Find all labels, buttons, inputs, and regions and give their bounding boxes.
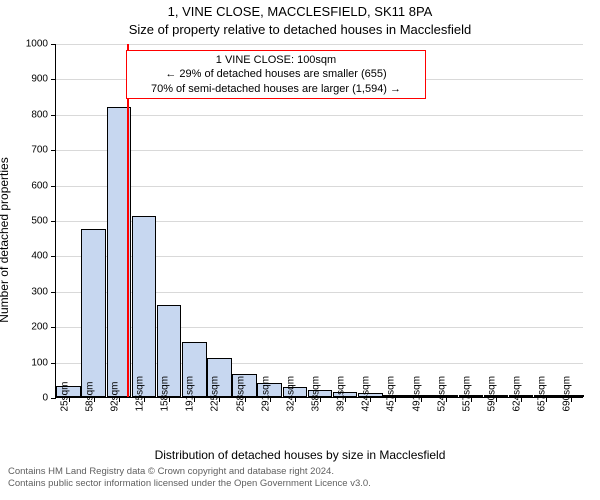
title-subtitle: Size of property relative to detached ho… [0, 22, 600, 37]
ytick-mark [51, 327, 56, 328]
ytick-mark [51, 398, 56, 399]
ytick-label: 500 [8, 216, 48, 227]
footer-attribution: Contains HM Land Registry data © Crown c… [8, 466, 592, 490]
ytick-mark [51, 186, 56, 187]
ytick-mark [51, 256, 56, 257]
annotation-box: 1 VINE CLOSE: 100sqm← 29% of detached ho… [126, 50, 426, 99]
ytick-mark [51, 363, 56, 364]
ytick-label: 900 [8, 74, 48, 85]
histogram-bar [132, 216, 157, 397]
ytick-mark [51, 44, 56, 45]
chart-container: 1, VINE CLOSE, MACCLESFIELD, SK11 8PA Si… [0, 0, 600, 500]
ytick-label: 800 [8, 109, 48, 120]
plot-area: 1 VINE CLOSE: 100sqm← 29% of detached ho… [55, 44, 583, 398]
histogram-bar [81, 229, 106, 397]
ytick-label: 300 [8, 286, 48, 297]
x-axis-label: Distribution of detached houses by size … [0, 448, 600, 462]
annotation-smaller: ← 29% of detached houses are smaller (65… [133, 67, 419, 81]
ytick-label: 100 [8, 357, 48, 368]
gridline [56, 44, 583, 45]
annotation-larger: 70% of semi-detached houses are larger (… [133, 82, 419, 96]
gridline [56, 150, 583, 151]
ytick-label: 1000 [8, 39, 48, 50]
ytick-label: 600 [8, 180, 48, 191]
ytick-mark [51, 79, 56, 80]
footer-line1: Contains HM Land Registry data © Crown c… [8, 466, 592, 478]
annotation-title: 1 VINE CLOSE: 100sqm [133, 53, 419, 67]
ytick-label: 200 [8, 322, 48, 333]
ytick-label: 400 [8, 251, 48, 262]
ytick-mark [51, 115, 56, 116]
ytick-mark [51, 150, 56, 151]
footer-line2: Contains public sector information licen… [8, 478, 592, 490]
title-address: 1, VINE CLOSE, MACCLESFIELD, SK11 8PA [0, 4, 600, 19]
ytick-mark [51, 292, 56, 293]
gridline [56, 186, 583, 187]
gridline [56, 115, 583, 116]
ytick-mark [51, 221, 56, 222]
ytick-label: 700 [8, 145, 48, 156]
ytick-label: 0 [8, 393, 48, 404]
